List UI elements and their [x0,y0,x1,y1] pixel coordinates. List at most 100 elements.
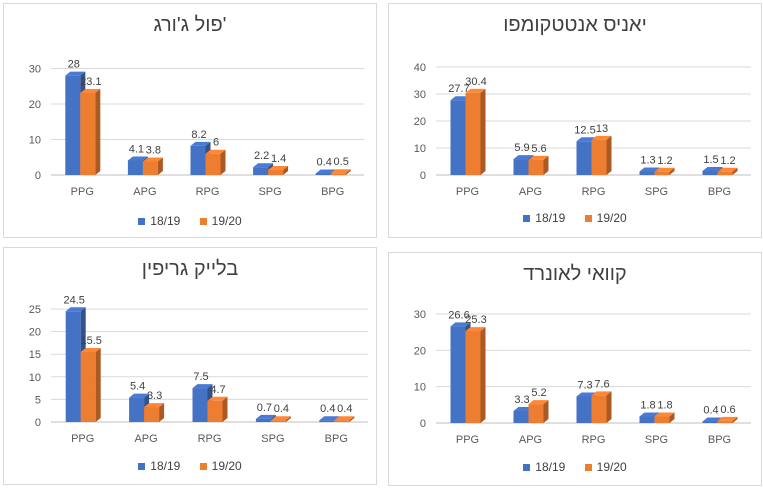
data-label: 30.4 [465,76,486,88]
bar-side [480,88,486,175]
bar-front [639,171,655,175]
x-tick-label: SPG [645,186,668,198]
bar-side [345,169,351,175]
bar-top [255,414,276,419]
y-tick-label: 10 [414,382,426,394]
bar-series-2-ppg [80,347,101,422]
bar-top [702,166,723,171]
bar-top [80,347,101,352]
x-tick-label: PPG [71,186,94,198]
bar-series-2-spg [268,166,289,175]
x-tick-label: RPG [196,186,220,198]
chart-title: יאניס אנטטקומפו [503,14,647,36]
bar-front [144,407,160,422]
bar-top [207,396,228,401]
bar-series-2-bpg [330,169,351,175]
legend-swatch-series-2 [199,218,207,225]
legend-swatch-series-1 [138,218,146,225]
legend-item-series-2: 19/20 [584,460,627,474]
bar-top [450,322,471,327]
y-tick-label: 20 [29,99,41,111]
x-tick-label: SPG [258,186,281,198]
bar-top [654,412,675,417]
bar-top [528,400,549,405]
bar-front [702,170,718,175]
y-tick-label: 30 [414,309,426,321]
legend-swatch-series-2 [584,215,592,222]
data-label: 7.3 [577,379,592,391]
data-label: 0.4 [274,403,289,415]
x-tick-label: APG [519,186,542,198]
data-label: 27.7 [448,83,469,95]
legend-swatch-series-1 [523,215,531,222]
data-label: 3.3 [514,394,529,406]
bar-side [543,155,549,175]
bar-front [576,396,592,423]
bar-side [222,396,228,422]
bar-front [465,92,481,175]
bar-top [717,167,738,172]
bar-series-2-apg [528,400,549,423]
chart-panel-kawhi-leonard: קוואי לאונרד 0 10 20 30 PPG 26.6 25.3 APG 3.3 5.2… [388,252,762,486]
data-label: 0.7 [257,402,272,414]
data-label: 4.7 [210,384,225,396]
data-label: 3.8 [146,145,161,157]
bar-top [319,416,340,421]
data-label: 1.4 [271,153,286,165]
y-tick-label: 15 [29,349,41,361]
data-label: 6 [213,137,219,149]
bar-top [65,71,86,76]
bar-chart: 0 5 10 15 20 25 PPG 24.5 15.5 APG 5.43.3 RPG 7.54.7 S… [29,294,368,445]
data-label: 25.3 [465,314,486,326]
bar-front [702,421,718,423]
x-tick-label: APG [133,186,156,198]
y-tick-label: 0 [35,417,41,429]
bar-front [127,160,143,175]
data-label: 0.5 [334,156,349,168]
bar-front [330,173,346,175]
bar-front [80,351,96,422]
bar-top [127,156,148,161]
bar-series-2-rpg [591,391,612,423]
bar-front [190,145,206,175]
legend-swatch-series-1 [138,463,146,470]
bar-side [285,416,291,422]
bar-chart: 0 10 20 30 PPG 26.625.3 APG 3.35.2 RPG 7.3 7.6 SPG 1… [414,309,751,446]
bar-front [65,75,81,175]
x-tick-label: RPG [582,434,606,446]
legend-swatch-series-2 [199,463,207,470]
data-label: 0.4 [317,157,332,169]
bar-side [732,167,738,175]
x-tick-label: RPG [198,433,222,445]
bar-front [334,420,350,422]
chart-panel-paul-george: פול ג'ורג' 0 10 20 30 PPG 28 23.1 APG 4.1 3.8 RPG 8… [3,3,377,238]
data-label: 13 [596,123,608,135]
bar-series-2-apg [144,403,165,422]
data-label: 7.5 [193,371,208,383]
legend-item-series-1: 18/19 [138,214,180,228]
bar-top [268,166,289,171]
bar-top [702,417,723,422]
bar-front [465,331,481,423]
bar-front [268,170,284,175]
y-tick-label: 10 [29,372,41,384]
bar-side [157,157,163,175]
data-label: 1.5 [703,154,718,166]
bar-side [95,89,101,175]
legend-label-series-1: 18/19 [150,214,181,228]
data-label: 1.8 [640,399,655,411]
bar-series-2-rpg [591,135,612,175]
bar-side [159,403,165,422]
bar-front [142,161,158,175]
bar-front [591,395,607,423]
bar-front [576,141,592,175]
legend-label-series-1: 18/19 [535,211,566,225]
chart-legend: 18/19 19/20 [4,214,376,228]
x-tick-label: BPG [708,186,731,198]
bar-series-2-apg [142,157,163,175]
bar-top [315,169,336,174]
bar-front [513,159,529,175]
bar-side [283,166,289,175]
y-tick-label: 20 [414,345,426,357]
bar-side [606,135,612,175]
